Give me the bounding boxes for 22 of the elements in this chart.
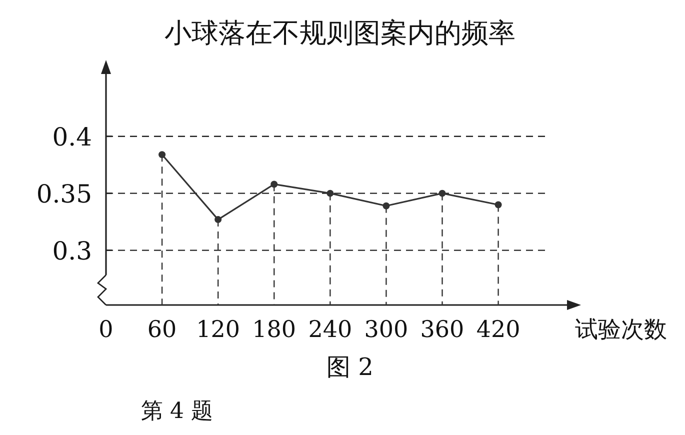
x-tick-label: 360 [420, 317, 464, 343]
x-tick-label: 300 [364, 317, 408, 343]
point [438, 190, 446, 197]
x-tick-label: 0 [98, 317, 114, 343]
point [382, 202, 390, 210]
y-tick-label: 0.3 [52, 236, 92, 266]
y-tick-label: 0.35 [36, 179, 92, 208]
point [158, 151, 166, 158]
point [270, 180, 278, 188]
chart-title: 小球落在不规则图案内的频率 [164, 18, 516, 49]
x-tick-label: 120 [196, 317, 240, 343]
x-tick-label: 420 [476, 317, 520, 343]
point [214, 216, 222, 224]
x-tick-label: 180 [252, 317, 296, 343]
x-tick-label: 60 [147, 317, 177, 343]
text: 第 4 题 [141, 399, 213, 424]
x-axis-title: 试验次数 [575, 317, 667, 343]
caption: 图 2 [326, 353, 374, 381]
x-tick-label: 240 [308, 317, 352, 343]
point [326, 190, 334, 197]
point [494, 201, 502, 208]
y-tick-label: 0.4 [52, 122, 92, 152]
